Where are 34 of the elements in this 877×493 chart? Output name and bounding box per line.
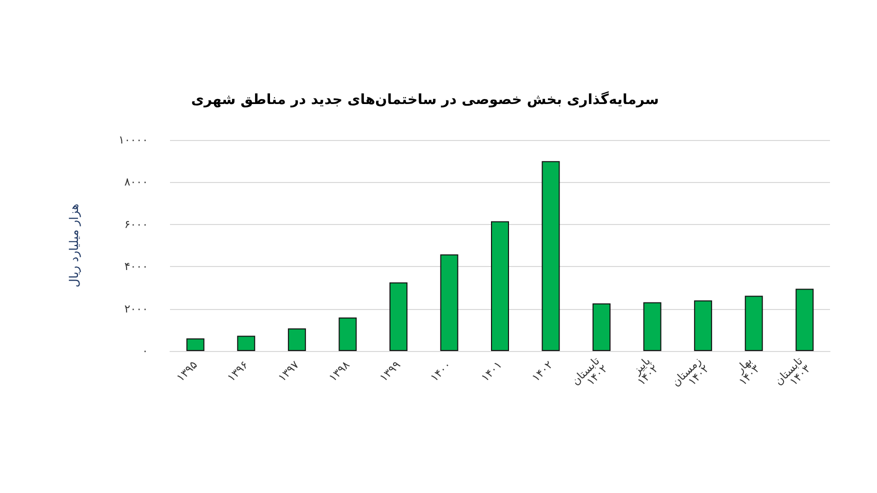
bar <box>237 336 256 351</box>
chart-title: سرمایه‌گذاری بخش خصوصی در ساختمان‌های جدید در مناطق شهری <box>191 91 659 108</box>
bar <box>744 296 763 351</box>
bar <box>440 254 458 351</box>
y-axis-title: هزار میلیارد ریال <box>67 204 81 288</box>
bar <box>592 303 611 351</box>
x-tick-label: ۱۴۰۰ <box>428 358 454 384</box>
x-tick-label: ۱۳۹۵ <box>174 358 200 384</box>
x-tick-label: ۱۴۰۲ <box>529 358 556 384</box>
y-tick-label: ۰ <box>142 344 148 358</box>
x-tick-label: ۱۳۹۶ <box>224 358 251 384</box>
x-tick-label: بهار ۱۴۰۳ <box>732 354 762 388</box>
y-tick-label: ۱۰۰۰۰ <box>118 134 148 146</box>
x-tick-label: زمستان ۱۴۰۲ <box>669 354 712 389</box>
y-tick-label: ۶۰۰۰ <box>124 218 148 231</box>
bar <box>796 288 814 351</box>
bar <box>491 221 509 351</box>
x-tick-label: تابستان ۱۴۰۳ <box>772 354 814 388</box>
bar <box>186 338 204 351</box>
x-tick-label: ۱۳۹۸ <box>326 358 352 384</box>
bar <box>389 282 408 351</box>
x-tick-label: پاییز ۱۴۰۲ <box>630 354 661 388</box>
bar <box>542 161 560 351</box>
x-tick-label: ۱۳۹۷ <box>276 358 302 384</box>
bar <box>694 300 712 351</box>
x-tick-label: تابستان ۱۴۰۲ <box>569 354 610 388</box>
bar <box>643 302 662 351</box>
bar <box>288 328 306 351</box>
y-tick-label: ۴۰۰۰ <box>124 260 148 274</box>
bar <box>338 317 357 351</box>
y-tick-label: ۸۰۰۰ <box>124 176 148 189</box>
x-tick-label: ۱۴۰۱ <box>478 358 505 384</box>
y-tick-label: ۲۰۰۰ <box>124 302 148 316</box>
x-tick-label: ۱۳۹۹ <box>377 358 404 384</box>
